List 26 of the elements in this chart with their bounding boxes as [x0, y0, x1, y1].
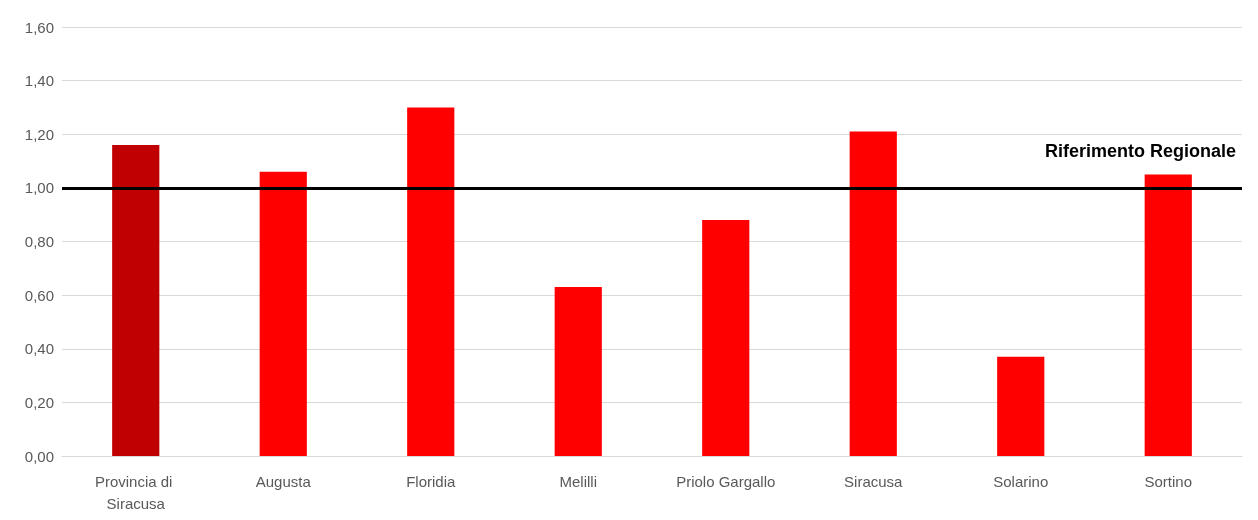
x-tick-label: Provincia di Siracusa	[94, 472, 177, 512]
bar	[849, 131, 897, 456]
y-tick-label: 1,60	[24, 18, 54, 36]
y-tick-label: 1,20	[24, 125, 54, 143]
y-tick-label: 1,00	[24, 179, 54, 197]
bar	[407, 107, 455, 456]
y-tick-label: 0,40	[24, 340, 54, 358]
bar	[1144, 174, 1192, 456]
x-tick-label: Siracusa	[844, 472, 904, 490]
y-tick-label: 1,40	[24, 72, 54, 90]
x-tick-label: Floridia	[406, 472, 456, 490]
bar	[554, 287, 602, 456]
x-tick-label: Sortino	[1144, 472, 1193, 490]
bar	[112, 144, 160, 456]
y-tick-label: 0,80	[24, 233, 54, 250]
bar	[259, 171, 307, 456]
y-tick-label: 0,60	[24, 286, 54, 304]
bar	[997, 356, 1045, 456]
x-tick-label: Melilli	[559, 472, 597, 490]
x-tick-label: Priolo Gargallo	[676, 472, 776, 490]
ref-line-label: Riferimento Regionale	[1044, 140, 1236, 161]
bar	[702, 220, 750, 456]
x-tick-label: Augusta	[255, 472, 312, 490]
y-tick-label: 0,00	[24, 447, 54, 465]
x-tick-label: Solarino	[993, 472, 1049, 490]
y-tick-label: 0,20	[24, 393, 54, 411]
